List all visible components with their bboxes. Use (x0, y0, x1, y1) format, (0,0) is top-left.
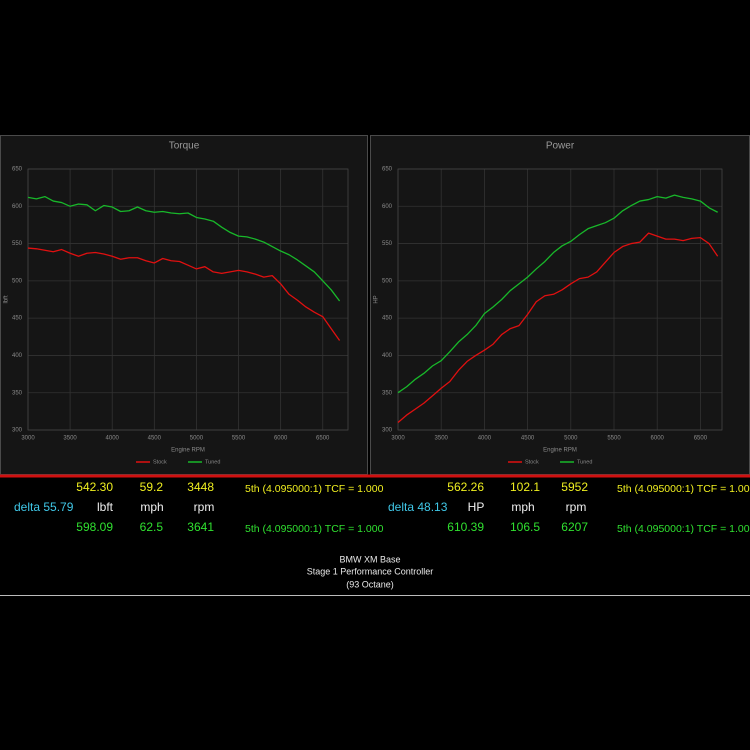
x-tick-label: 4500 (148, 436, 162, 442)
y-tick-label: 400 (382, 353, 393, 359)
footer-line: (93 Octane) (346, 579, 394, 589)
stock-value: 542.30 (76, 480, 113, 494)
y-tick-label: 550 (382, 241, 393, 247)
unit-label: lbft (97, 500, 114, 514)
x-tick-label: 4000 (106, 436, 120, 442)
unit-label: rpm (194, 500, 215, 514)
x-tick-label: 3000 (21, 436, 35, 442)
x-tick-label: 5000 (564, 436, 578, 442)
y-tick-label: 550 (12, 241, 23, 247)
delta-value: delta 55.79 (14, 500, 74, 514)
legend-label: Tuned (205, 459, 220, 465)
y-tick-label: 500 (382, 278, 393, 284)
y-tick-label: 600 (12, 204, 23, 210)
x-tick-label: 5500 (232, 436, 246, 442)
y-tick-label: 300 (382, 428, 393, 434)
y-tick-label: 300 (12, 428, 23, 434)
footer-line: Stage 1 Performance Controller (307, 566, 434, 576)
x-tick-label: 5500 (607, 436, 621, 442)
delta-value: delta 48.13 (388, 500, 448, 514)
stock-value: 562.26 (447, 480, 484, 494)
x-tick-label: 4500 (521, 436, 535, 442)
chart-title: Torque (169, 141, 200, 152)
x-tick-label: 6500 (316, 436, 330, 442)
x-tick-label: 4000 (478, 436, 492, 442)
series-line (397, 194, 718, 394)
x-tick-label: 6500 (694, 436, 708, 442)
legend-label: Tuned (577, 459, 592, 465)
x-tick-label: 6000 (651, 436, 665, 442)
unit-label: HP (468, 500, 485, 514)
tuned-value: 598.09 (76, 520, 113, 534)
torque-panel (0, 135, 368, 475)
unit-label: mph (511, 500, 534, 514)
y-tick-label: 450 (12, 316, 23, 322)
series-line (27, 195, 341, 302)
stock-value: 102.1 (510, 480, 540, 494)
y-tick-label: 650 (382, 167, 393, 173)
x-axis-label: Engine RPM (171, 448, 205, 454)
y-tick-label: 400 (12, 353, 23, 359)
series-line (27, 247, 341, 341)
plot-frame (397, 168, 723, 431)
power-panel (370, 135, 750, 475)
x-tick-label: 3500 (435, 436, 449, 442)
unit-label: mph (140, 500, 163, 514)
stock-value: 59.2 (140, 480, 164, 494)
y-tick-label: 450 (382, 316, 393, 322)
tuned-value: 3641 (187, 520, 214, 534)
stock-gear: 5th (4.095000:1) TCF = 1.000 (617, 483, 750, 495)
x-tick-label: 5000 (190, 436, 204, 442)
stock-value: 3448 (187, 480, 214, 494)
x-tick-label: 3500 (63, 436, 77, 442)
stock-value: 5952 (561, 480, 588, 494)
tuned-value: 6207 (561, 520, 588, 534)
tuned-gear: 5th (4.095000:1) TCF = 1.000 (617, 523, 750, 535)
x-tick-label: 3000 (391, 436, 405, 442)
y-tick-label: 600 (382, 204, 393, 210)
tuned-value: 106.5 (510, 520, 540, 534)
x-tick-label: 6000 (274, 436, 288, 442)
y-tick-label: 350 (382, 390, 393, 396)
tuned-gear: 5th (4.095000:1) TCF = 1.000 (245, 523, 384, 535)
series-line (397, 232, 719, 424)
x-axis-label: Engine RPM (543, 448, 577, 454)
tuned-value: 62.5 (140, 520, 164, 534)
y-tick-label: 650 (12, 167, 23, 173)
stock-gear: 5th (4.095000:1) TCF = 1.000 (245, 483, 384, 495)
plot-frame (27, 168, 349, 431)
chart-title: Power (546, 141, 575, 152)
tuned-value: 610.39 (447, 520, 484, 534)
unit-label: rpm (566, 500, 587, 514)
y-axis-label: lbft (4, 295, 10, 303)
y-tick-label: 500 (12, 278, 23, 284)
y-tick-label: 350 (12, 390, 23, 396)
legend-label: Stock (525, 459, 539, 465)
footer-line: BMW XM Base (339, 554, 400, 564)
y-axis-label: HP (374, 295, 380, 303)
legend-label: Stock (153, 459, 167, 465)
